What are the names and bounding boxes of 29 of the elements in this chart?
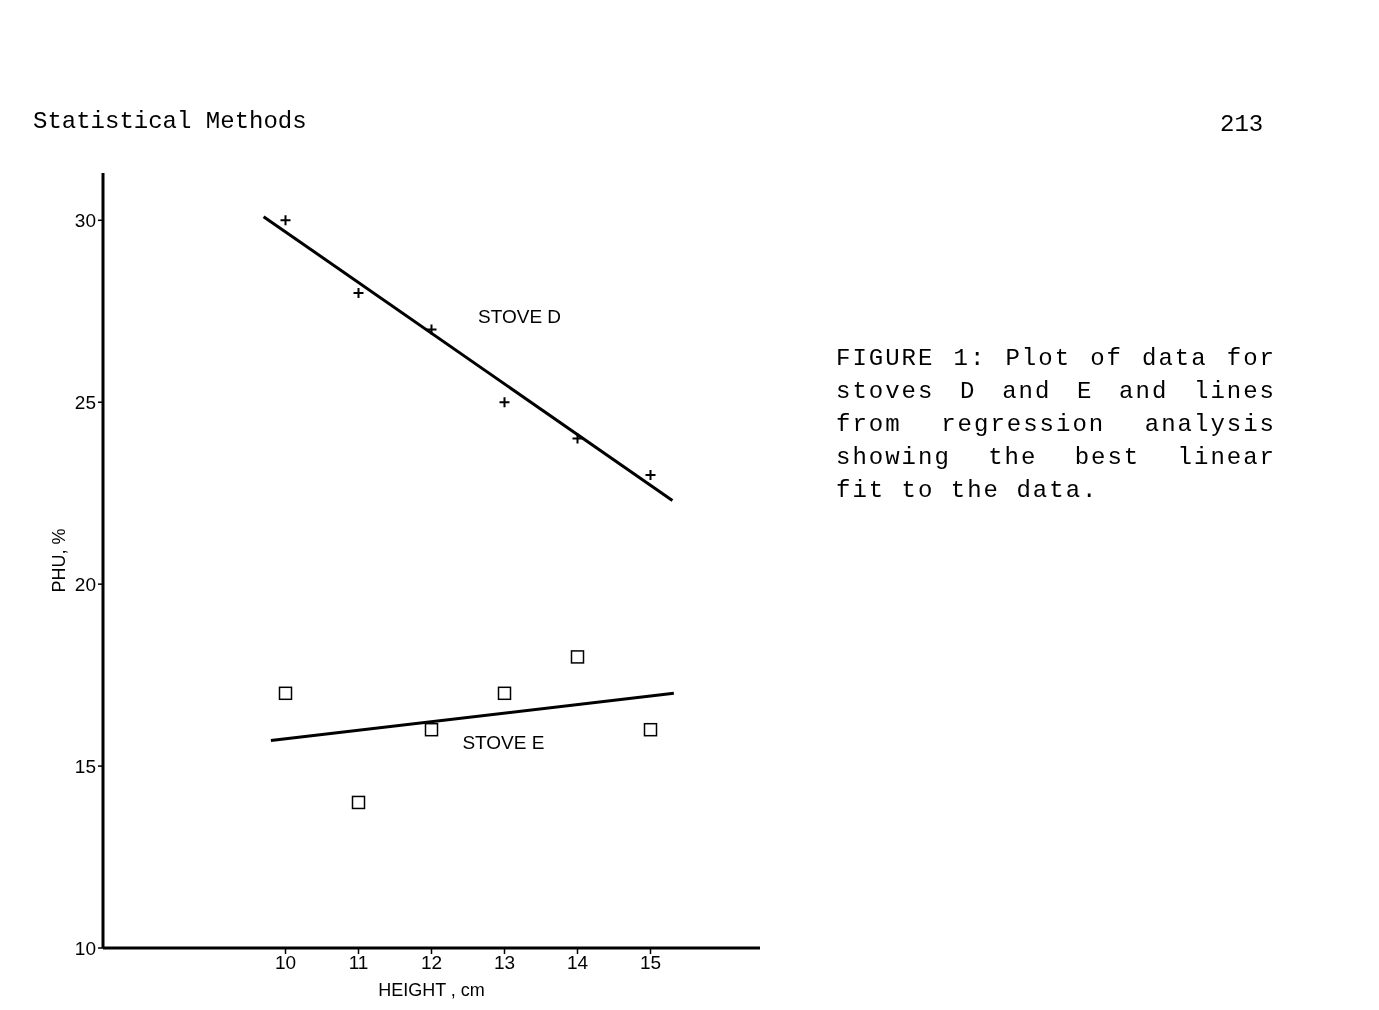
y-tick-label: 10: [74, 937, 96, 959]
point: [279, 214, 292, 227]
y-tick-label: 15: [74, 755, 96, 777]
x-axis-title: HEIGHT , cm: [378, 980, 485, 1000]
point: [351, 795, 366, 810]
x-tick-label: 14: [566, 952, 589, 974]
x-tick-label: 13: [493, 952, 516, 974]
x-tick-label: 11: [348, 952, 369, 974]
point: [498, 396, 511, 409]
point: [497, 686, 512, 701]
point: [643, 722, 658, 737]
point: [571, 432, 584, 445]
x-tick-label: 10: [274, 952, 297, 974]
y-tick-label: 25: [74, 391, 96, 413]
text: Statistical Methods: [33, 108, 307, 135]
series-label: STOVE E: [462, 731, 545, 753]
point: [570, 650, 585, 664]
point: [278, 686, 293, 701]
caption: FIGURE 1: Plot of data for stoves D and E and lines from regression analysis showing the best linear fit to the data.: [836, 344, 1276, 506]
y-axis-title: PHU, %: [49, 528, 70, 593]
point: [644, 469, 657, 481]
x-tick-label: 12: [420, 952, 443, 974]
series-label: STOVE D: [478, 305, 562, 327]
point: [424, 722, 439, 737]
y-tick-label: 30: [74, 210, 96, 232]
x-tick-label: 15: [639, 952, 662, 974]
text: 213: [1220, 111, 1264, 138]
point: [425, 323, 438, 336]
y-tick-label: 20: [74, 573, 96, 595]
